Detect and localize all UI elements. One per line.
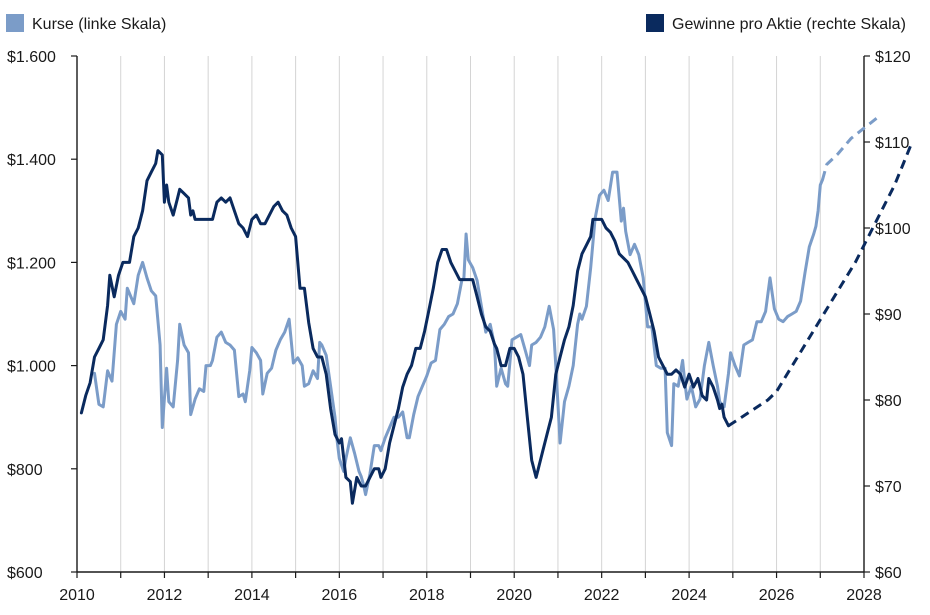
vertical-gridlines: [120, 56, 821, 572]
x-tick-label: 2028: [846, 587, 882, 604]
x-tick-label: 2014: [234, 587, 270, 604]
right-tick-label: $70: [875, 479, 902, 496]
right-axis-ticks: $60 $70 $80 $90 $100 $110 $120: [864, 49, 911, 582]
legend: Kurse (linke Skala) Gewinne pro Aktie (r…: [6, 14, 906, 33]
left-tick-label: $1.200: [7, 255, 56, 272]
right-tick-label: $120: [875, 49, 911, 66]
left-tick-label: $1.600: [7, 49, 56, 66]
right-tick-label: $80: [875, 393, 902, 410]
left-tick-label: $600: [7, 565, 43, 582]
right-tick-label: $60: [875, 565, 902, 582]
x-tick-label: 2026: [759, 587, 795, 604]
right-tick-label: $110: [875, 135, 910, 152]
x-tick-label: 2012: [147, 587, 183, 604]
x-tick-label: 2018: [409, 587, 445, 604]
x-tick-label: 2022: [584, 587, 620, 604]
x-tick-label: 2020: [496, 587, 532, 604]
left-tick-label: $1.400: [7, 152, 56, 169]
legend-label-gewinne: Gewinne pro Aktie (rechte Skala): [672, 16, 906, 33]
right-tick-label: $90: [875, 307, 902, 324]
x-tick-label: 2024: [671, 587, 707, 604]
series-lines: [79, 116, 914, 505]
series-forecast-kurse: [821, 116, 879, 181]
legend-label-kurse: Kurse (linke Skala): [32, 16, 166, 33]
series-line-gewinne: [79, 149, 730, 505]
left-tick-label: $800: [7, 462, 43, 479]
series-line-kurse: [93, 170, 824, 497]
legend-swatch-kurse: [6, 14, 24, 32]
left-tick-label: $1.000: [7, 359, 56, 376]
left-axis-ticks: $600 $800 $1.000 $1.200 $1.400 $1.600: [7, 49, 77, 582]
right-tick-label: $100: [875, 221, 911, 238]
x-axis-ticks: 2010 2012 2014 2016 2018 2020 2022 2024 2026 2028: [59, 572, 882, 604]
x-tick-label: 2016: [322, 587, 358, 604]
legend-swatch-gewinne: [646, 14, 664, 32]
x-tick-label: 2010: [59, 587, 95, 604]
